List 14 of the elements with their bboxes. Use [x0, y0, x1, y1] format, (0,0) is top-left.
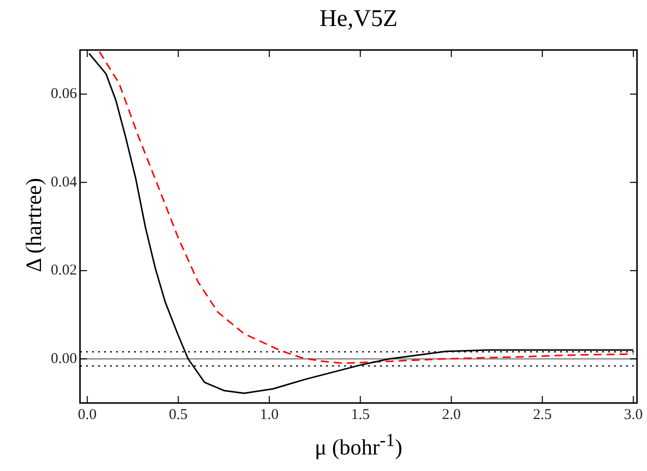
y-axis-title: Δ (hartree): [21, 178, 47, 272]
y-tick-label: 0.04: [50, 174, 78, 190]
x-tick-label: 1.0: [260, 406, 279, 423]
x-axis-title: μ (bohr$^{-1}$): [314, 430, 404, 460]
x-tick-label: 3.0: [624, 406, 643, 423]
x-tick-label: 1.5: [350, 406, 370, 423]
x-tick-label: 2.0: [442, 406, 461, 423]
x-tick-label: 0.0: [78, 406, 97, 423]
x-tick-label: 0.5: [168, 406, 188, 423]
y-tick-label: 0.06: [50, 86, 78, 102]
chart-title: He,V5Z: [318, 6, 398, 33]
x-tick-label: 2.5: [532, 406, 552, 423]
y-tick-label: 0.02: [50, 262, 77, 279]
y-tick-label: 0.00: [50, 350, 77, 367]
